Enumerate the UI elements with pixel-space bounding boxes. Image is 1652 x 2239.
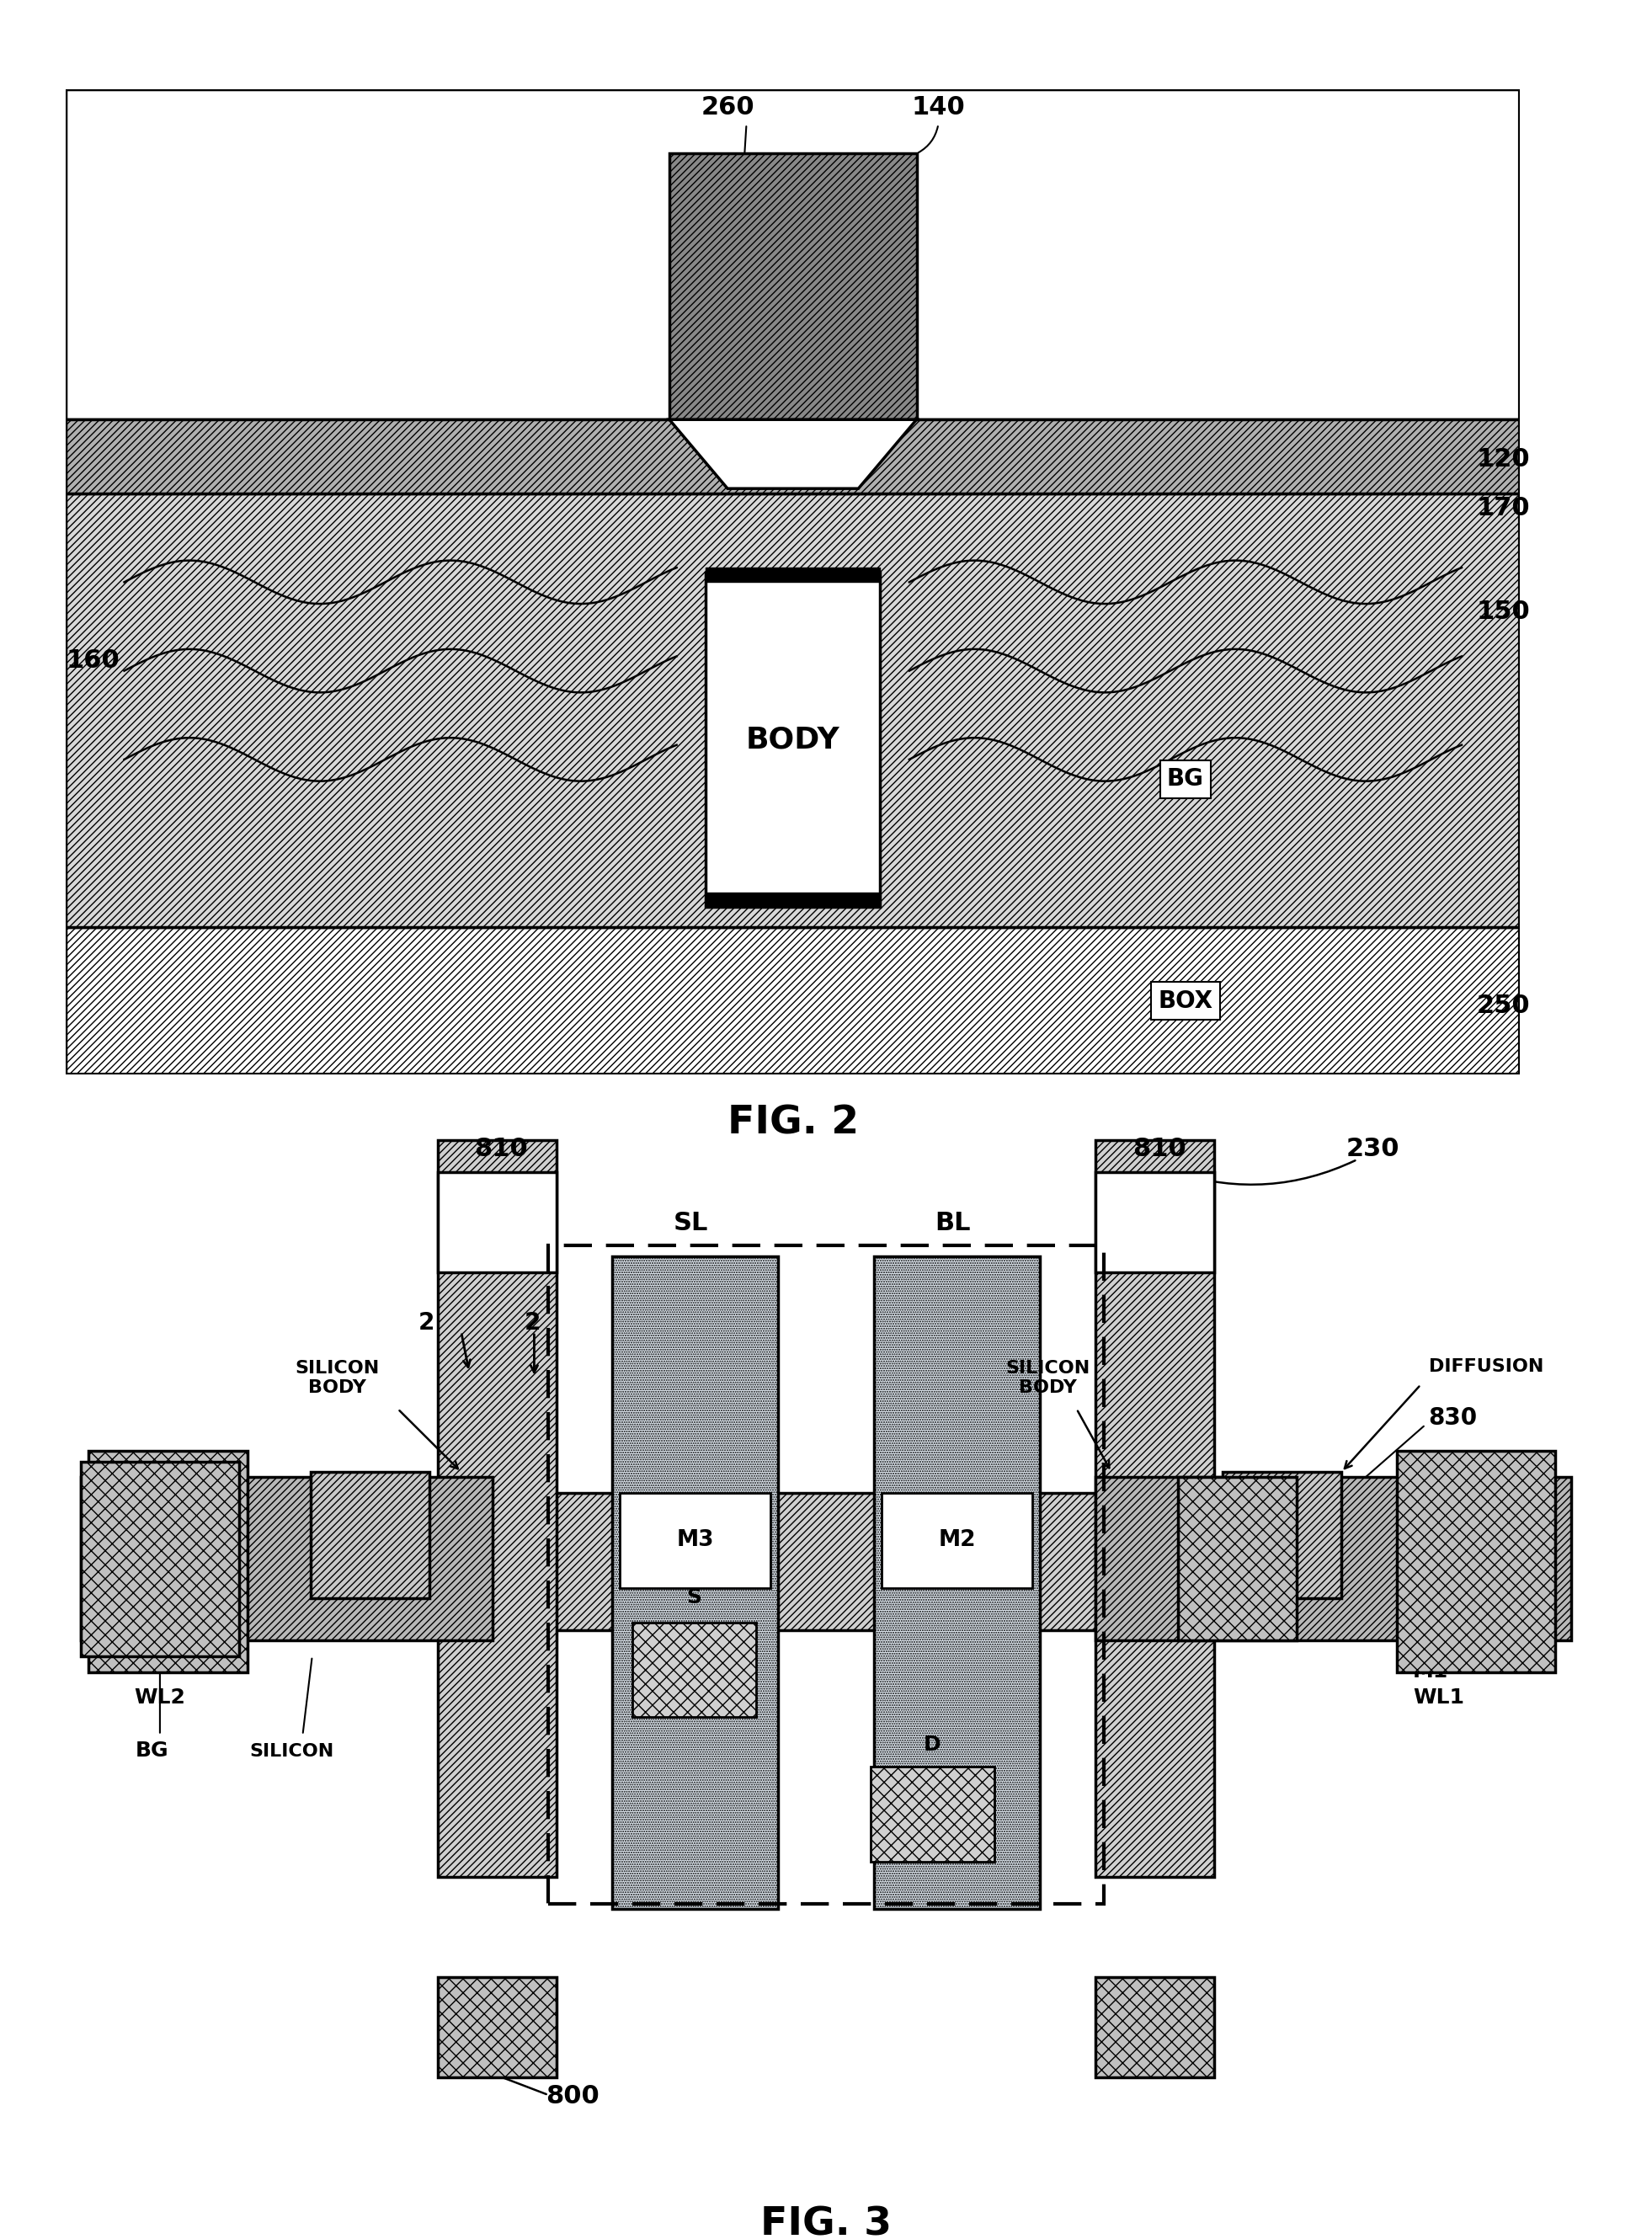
Text: D: D — [923, 1735, 942, 1755]
Bar — [81, 1462, 240, 1657]
Bar — [705, 573, 881, 907]
Bar — [438, 1977, 557, 2078]
Text: 120: 120 — [1477, 448, 1530, 470]
Bar — [620, 1493, 770, 1587]
Text: 150: 150 — [1477, 600, 1530, 625]
Text: 2: 2 — [524, 1312, 540, 1334]
Bar — [112, 1493, 1540, 1630]
Polygon shape — [669, 419, 917, 488]
Bar — [669, 154, 917, 419]
Text: 810: 810 — [1132, 1137, 1186, 1162]
Text: 830: 830 — [1429, 1406, 1477, 1431]
Text: SILICON: SILICON — [249, 1742, 334, 1760]
Text: DIFFUSION: DIFFUSION — [1429, 1359, 1543, 1375]
Text: FIG. 2: FIG. 2 — [727, 1104, 859, 1142]
Bar — [438, 1173, 557, 1272]
Bar — [705, 893, 881, 907]
Bar — [1398, 1451, 1556, 1673]
Text: 170: 170 — [1477, 497, 1530, 519]
Text: BODY: BODY — [747, 725, 839, 755]
Text: M2: M2 — [938, 1529, 976, 1552]
Bar — [66, 90, 1520, 419]
Text: WL2: WL2 — [134, 1688, 185, 1708]
Bar — [705, 566, 881, 582]
Text: SL: SL — [674, 1211, 709, 1236]
Text: M3: M3 — [676, 1529, 714, 1552]
Bar — [1222, 1471, 1341, 1599]
Bar — [66, 493, 1520, 927]
Text: BL: BL — [935, 1211, 971, 1236]
Text: SILICON
BODY: SILICON BODY — [1006, 1359, 1090, 1397]
Text: 240: 240 — [1429, 1460, 1477, 1482]
Bar — [66, 419, 1520, 493]
Text: SILICON
BODY: SILICON BODY — [296, 1359, 380, 1397]
Text: 260: 260 — [700, 94, 755, 119]
Bar — [1095, 1478, 1571, 1641]
Bar — [89, 1451, 248, 1673]
Bar — [633, 1623, 757, 1717]
Text: 810: 810 — [474, 1137, 527, 1162]
Bar — [311, 1471, 430, 1599]
Bar — [1095, 1977, 1214, 2078]
Bar — [874, 1256, 1041, 1908]
Text: S: S — [687, 1587, 702, 1608]
Text: BG: BG — [1166, 768, 1204, 790]
Bar — [548, 1245, 1104, 1903]
Bar — [81, 1478, 492, 1641]
Text: WL1: WL1 — [1412, 1688, 1464, 1708]
Bar — [1178, 1478, 1297, 1641]
Text: 250: 250 — [1477, 994, 1530, 1019]
Text: BG: BG — [135, 1740, 169, 1760]
Bar — [1095, 1173, 1214, 1272]
Text: 230: 230 — [1346, 1137, 1399, 1162]
Text: FIG. 3: FIG. 3 — [760, 2205, 892, 2239]
Bar — [438, 1140, 557, 1876]
Text: 160: 160 — [66, 649, 119, 674]
Bar — [611, 1256, 778, 1908]
Bar — [882, 1493, 1032, 1587]
Text: M1: M1 — [1412, 1661, 1449, 1681]
Text: BOX: BOX — [1158, 990, 1213, 1012]
Text: 800: 800 — [545, 2085, 600, 2109]
Text: 2: 2 — [418, 1312, 434, 1334]
Bar — [871, 1767, 995, 1861]
Bar — [96, 1514, 446, 1610]
Bar — [1095, 1140, 1214, 1876]
Text: 140: 140 — [912, 94, 965, 119]
Bar — [66, 927, 1520, 1075]
